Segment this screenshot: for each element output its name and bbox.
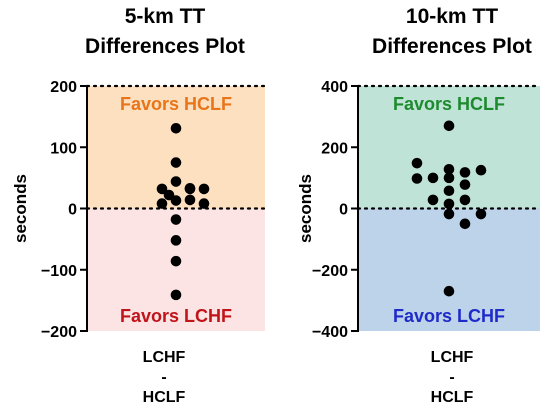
data-point <box>170 289 182 301</box>
data-point <box>443 164 455 175</box>
data-point <box>411 157 423 169</box>
y-axis-label: seconds <box>11 174 30 243</box>
data-point <box>184 182 196 194</box>
data-point <box>170 255 182 267</box>
x-category-label: - <box>161 369 166 386</box>
data-point <box>427 194 439 206</box>
data-point <box>198 183 210 195</box>
data-point <box>156 183 168 195</box>
chart-10km-tt: Favors HCLF Favors LCHF −400 −200 0 200 400 10-… <box>296 5 542 406</box>
y-tick-label: 400 <box>321 79 348 96</box>
data-point <box>170 122 182 134</box>
data-point <box>459 194 471 206</box>
y-tick-label: −200 <box>41 324 77 341</box>
data-point <box>443 198 455 210</box>
x-category-label: HCLF <box>143 389 186 406</box>
data-point <box>170 214 182 225</box>
data-point <box>170 235 182 246</box>
data-point <box>170 176 182 187</box>
data-point <box>184 194 196 206</box>
data-point <box>427 172 439 184</box>
y-tick-label: −400 <box>312 324 348 341</box>
data-point <box>459 218 471 230</box>
region-favors-lchf <box>358 208 540 331</box>
chart-5km-tt: Favors HCLF Favors LCHF −200 −100 0 100 200 5-k… <box>11 5 267 406</box>
x-category-label: LCHF <box>143 349 186 366</box>
data-point <box>443 208 455 220</box>
y-tick-label: 200 <box>50 79 77 96</box>
chart-title: 5-km TT <box>125 5 206 28</box>
region-label: Favors LCHF <box>393 306 505 326</box>
y-tick-label: 0 <box>339 202 348 219</box>
data-point <box>443 285 455 297</box>
data-point <box>411 173 423 184</box>
region-label: Favors HCLF <box>393 94 505 114</box>
chart-title: 10-km TT <box>406 5 498 28</box>
x-category-label: - <box>449 369 454 386</box>
y-tick-label: 100 <box>50 140 77 157</box>
y-tick-label: 200 <box>321 140 348 157</box>
data-point <box>170 195 182 206</box>
region-favors-hclf <box>87 86 265 209</box>
chart-title: Differences Plot <box>372 35 532 58</box>
data-point <box>156 198 168 209</box>
y-tick-label: 0 <box>68 202 77 219</box>
x-category-label: HCLF <box>431 389 474 406</box>
region-label: Favors HCLF <box>120 94 232 114</box>
y-tick-label: −200 <box>312 263 348 280</box>
data-point <box>443 120 455 132</box>
y-tick-label: −100 <box>41 263 77 280</box>
data-point <box>443 185 455 197</box>
data-point <box>459 167 471 178</box>
region-label: Favors LCHF <box>120 306 232 326</box>
data-point <box>198 198 210 209</box>
y-axis-label: seconds <box>296 174 315 243</box>
data-point <box>475 208 487 220</box>
data-point <box>475 164 487 176</box>
data-point <box>459 179 471 190</box>
x-category-label: LCHF <box>431 349 474 366</box>
chart-title: Differences Plot <box>85 35 245 58</box>
region-favors-lchf <box>87 208 265 331</box>
data-point <box>443 172 455 184</box>
data-point <box>170 157 182 168</box>
